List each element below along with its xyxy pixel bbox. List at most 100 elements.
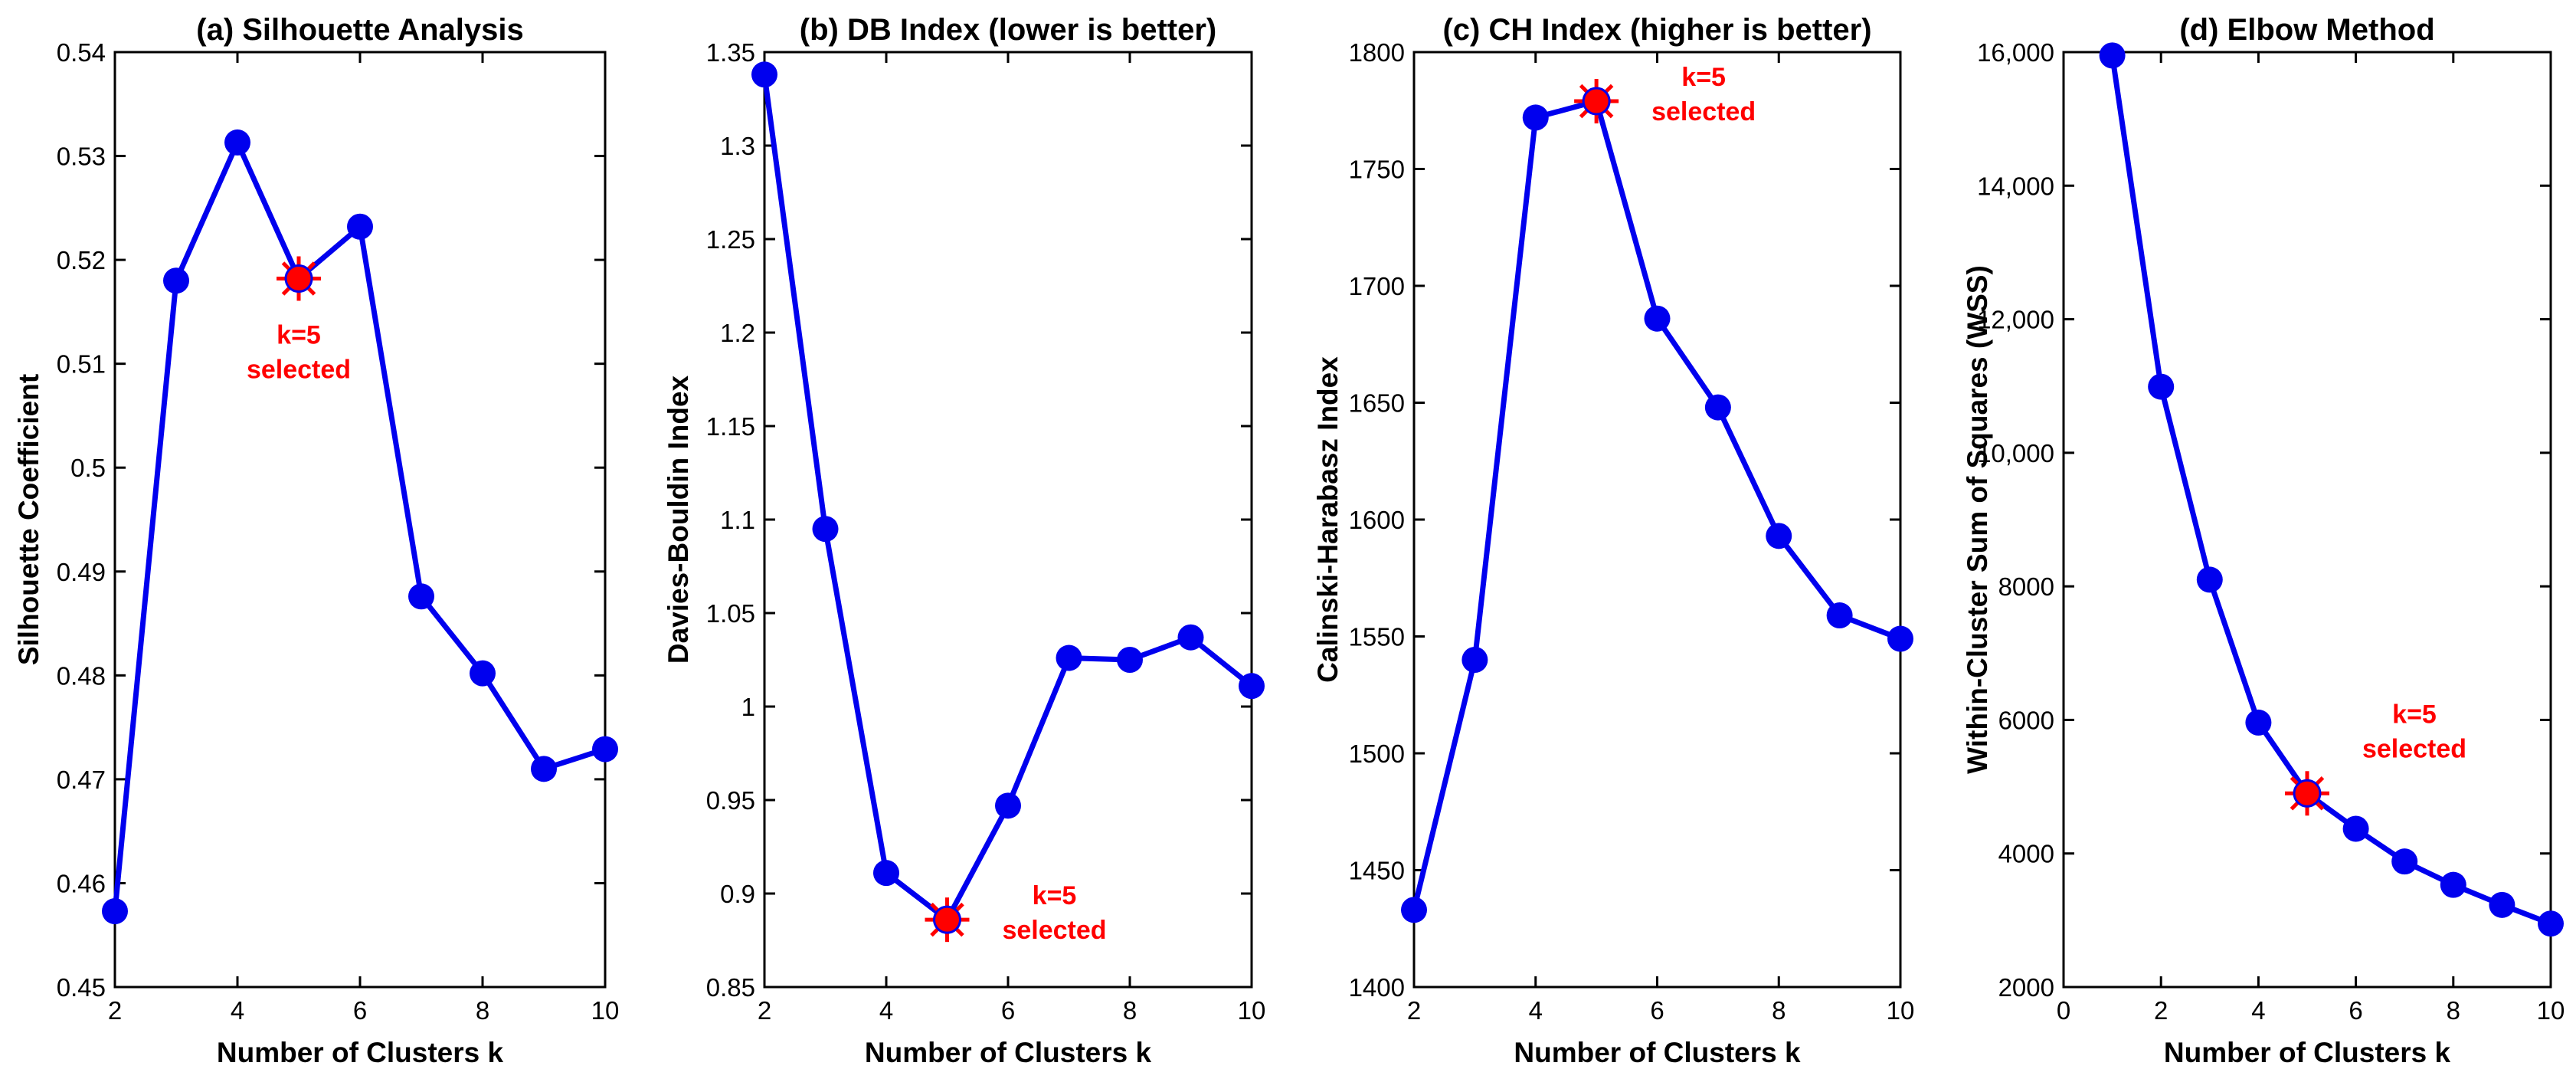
y-tick-label: 1550	[1349, 623, 1405, 651]
x-tick-label: 8	[1772, 996, 1786, 1025]
y-tick-label: 1.25	[706, 225, 755, 254]
selected-k-marker	[277, 256, 321, 301]
data-point	[2391, 848, 2418, 875]
data-point	[224, 129, 250, 156]
data-point	[2538, 910, 2564, 937]
chart-panel-a: 2 4 6 8 10 0.45 0.46 0.47 0.48 0.49 0.5 0.51 0.52 0.5…	[13, 13, 619, 1068]
y-tick-label: 12,000	[1977, 306, 2054, 334]
x-tick-label: 2	[108, 996, 122, 1025]
x-tick-label: 4	[1529, 996, 1543, 1025]
y-tick-label: 0.5	[70, 454, 106, 482]
data-point	[2440, 871, 2466, 898]
y-tick-label: 0.49	[57, 558, 106, 586]
y-tick-label: 8000	[1998, 572, 2054, 601]
y-tick-label: 14,000	[1977, 172, 2054, 200]
y-tick-label: 1.3	[720, 132, 755, 160]
data-point	[1766, 523, 1792, 549]
series-line	[2110, 54, 2552, 926]
y-tick-label: 0.95	[706, 786, 755, 815]
y-tick-label: 0.48	[57, 661, 106, 690]
y-tick-label: 4000	[1998, 840, 2054, 868]
selected-k-label: k=5	[1033, 881, 1077, 910]
selected-k-label: k=5	[1681, 63, 1726, 92]
x-axis-label: Number of Clusters k	[1514, 1037, 1801, 1068]
x-tick-label: 2	[2154, 996, 2168, 1025]
data-point	[751, 61, 777, 88]
chart-title: (a) Silhouette Analysis	[196, 13, 524, 47]
selected-k-dot	[2293, 779, 2322, 808]
y-axis-label: Calinski-Harabasz Index	[1312, 356, 1344, 683]
y-tick-label: 1750	[1349, 156, 1405, 184]
y-tick-label: 1800	[1349, 38, 1405, 67]
y-tick-label: 1600	[1349, 506, 1405, 534]
data-point	[1644, 305, 1671, 332]
x-axis-label: Number of Clusters k	[2164, 1037, 2451, 1068]
x-tick-label: 4	[231, 996, 244, 1025]
y-tick-label: 0.9	[720, 880, 755, 908]
data-point	[1826, 602, 1853, 629]
selected-k-sublabel: selected	[1651, 97, 1756, 126]
y-tick-label: 1.2	[720, 319, 755, 347]
selected-k-sublabel: selected	[2362, 734, 2466, 763]
y-axis-label: Within-Cluster Sum of Squares (WSS)	[1962, 265, 1993, 774]
selected-k-label: k=5	[2392, 700, 2437, 729]
y-tick-label: 2000	[1998, 973, 2054, 1002]
data-point	[2342, 815, 2369, 842]
data-point	[102, 898, 128, 925]
data-point	[1887, 625, 1913, 652]
data-point	[1704, 394, 1731, 421]
chart-panel-b: 2 4 6 8 10 0.85 0.9 0.95 1 1.05 1.1 1.15 1.2 1.25 1.3 1…	[663, 13, 1265, 1068]
x-axis-label: Number of Clusters k	[217, 1037, 504, 1068]
y-tick-label: 1.05	[706, 599, 755, 628]
y-tick-label: 0.51	[57, 350, 106, 379]
axes-box	[1412, 51, 1902, 989]
chart-title: (d) Elbow Method	[2179, 13, 2434, 47]
axes-box	[113, 51, 607, 989]
y-tick-label: 0.47	[57, 766, 106, 794]
y-axis-label: Silhouette Coefficient	[13, 374, 44, 665]
x-axis-label: Number of Clusters k	[865, 1037, 1152, 1068]
x-tick-label: 6	[353, 996, 367, 1025]
data-point	[1401, 897, 1427, 923]
y-tick-label: 0.53	[57, 143, 106, 171]
x-tick-label: 2	[758, 996, 771, 1025]
axes-box	[2062, 51, 2552, 989]
data-point	[592, 736, 618, 763]
data-point	[1056, 644, 1082, 671]
y-tick-label: 1	[741, 693, 755, 721]
x-tick-label: 2	[1407, 996, 1421, 1025]
x-tick-label: 8	[2447, 996, 2460, 1025]
data-point	[1522, 104, 1549, 131]
data-point	[347, 213, 373, 240]
x-tick-label: 10	[2537, 996, 2565, 1025]
y-tick-label: 0.85	[706, 973, 755, 1002]
y-tick-label: 1500	[1349, 740, 1405, 768]
data-point	[1177, 624, 1204, 651]
y-tick-label: 1650	[1349, 389, 1405, 418]
data-point	[1461, 647, 1488, 673]
y-tick-label: 1700	[1349, 272, 1405, 300]
x-tick-label: 0	[2057, 996, 2070, 1025]
x-tick-label: 10	[1887, 996, 1915, 1025]
selected-k-dot	[1582, 87, 1611, 116]
selected-k-sublabel: selected	[1002, 916, 1106, 945]
data-point	[1239, 673, 1265, 700]
chart-title: (c) CH Index (higher is better)	[1442, 13, 1871, 47]
data-point	[2196, 566, 2223, 593]
series-line	[1411, 98, 1902, 911]
y-tick-label: 0.52	[57, 246, 106, 274]
x-tick-label: 6	[1001, 996, 1015, 1025]
selected-k-marker	[1574, 79, 1619, 124]
x-tick-label: 6	[2349, 996, 2362, 1025]
y-tick-label: 6000	[1998, 706, 2054, 734]
y-tick-label: 16,000	[1977, 38, 2054, 67]
data-point	[470, 660, 496, 687]
x-tick-label: 10	[1238, 996, 1266, 1025]
series-line	[112, 139, 607, 912]
y-tick-label: 1.15	[706, 412, 755, 441]
data-point	[531, 756, 557, 782]
selected-k-label: k=5	[277, 321, 321, 350]
data-point	[1117, 647, 1143, 673]
y-tick-label: 1450	[1349, 857, 1405, 885]
